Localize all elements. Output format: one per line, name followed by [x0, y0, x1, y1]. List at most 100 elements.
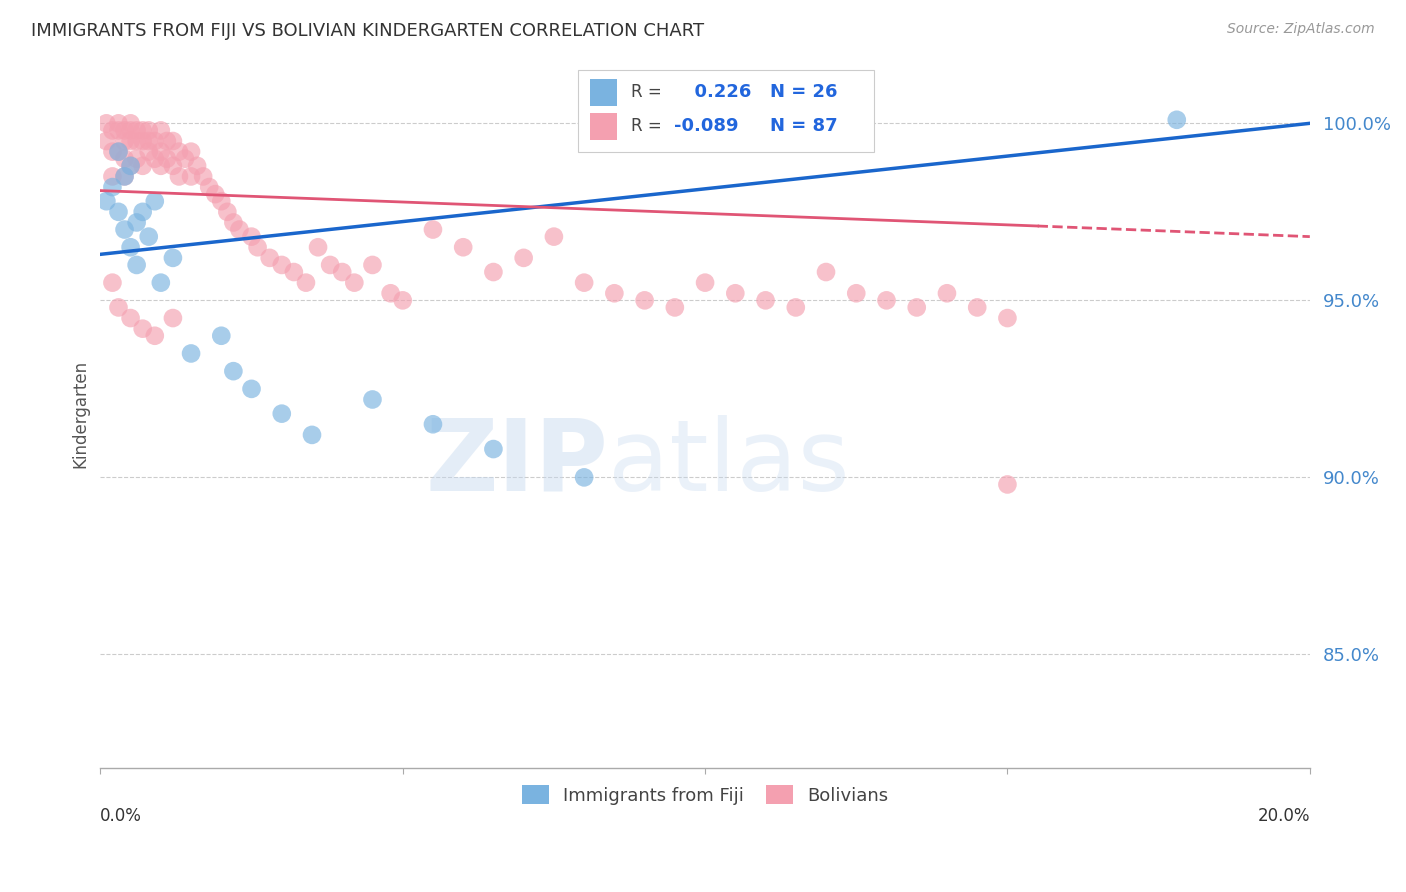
Text: 0.226: 0.226	[682, 83, 751, 101]
Point	[330, 265, 353, 279]
Point	[156, 134, 179, 148]
Point	[180, 169, 202, 184]
Point	[997, 477, 1019, 491]
Point	[131, 134, 153, 148]
Point	[107, 145, 129, 159]
Text: N = 87: N = 87	[770, 117, 838, 136]
Point	[120, 159, 142, 173]
Point	[295, 276, 318, 290]
Text: -0.089: -0.089	[673, 117, 738, 136]
Point	[125, 134, 148, 148]
Point	[198, 180, 221, 194]
FancyBboxPatch shape	[578, 70, 875, 152]
Text: R =: R =	[631, 83, 662, 101]
Point	[138, 123, 160, 137]
Point	[162, 311, 184, 326]
Point	[156, 152, 179, 166]
Point	[222, 364, 245, 378]
Text: 20.0%: 20.0%	[1257, 806, 1310, 824]
Point	[120, 240, 142, 254]
Point	[101, 123, 124, 137]
Point	[422, 222, 444, 236]
Point	[512, 251, 534, 265]
Point	[143, 134, 166, 148]
Point	[482, 442, 505, 456]
Point	[307, 240, 329, 254]
Point	[125, 152, 148, 166]
Point	[125, 123, 148, 137]
Text: 0.0%: 0.0%	[100, 806, 142, 824]
Point	[114, 169, 136, 184]
Point	[240, 229, 263, 244]
Point	[162, 159, 184, 173]
Point	[209, 194, 232, 209]
Point	[380, 286, 402, 301]
Point	[167, 145, 190, 159]
Text: Source: ZipAtlas.com: Source: ZipAtlas.com	[1227, 22, 1375, 37]
Point	[180, 346, 202, 360]
Point	[204, 187, 226, 202]
Point	[240, 382, 263, 396]
Y-axis label: Kindergarten: Kindergarten	[72, 359, 89, 467]
Point	[107, 145, 129, 159]
Point	[96, 134, 118, 148]
Text: N = 26: N = 26	[770, 83, 838, 101]
Point	[120, 159, 142, 173]
Point	[138, 134, 160, 148]
Point	[217, 204, 239, 219]
Text: ZIP: ZIP	[426, 415, 609, 512]
Point	[1166, 112, 1188, 127]
FancyBboxPatch shape	[591, 112, 617, 140]
Point	[259, 251, 281, 265]
Point	[966, 301, 988, 315]
Point	[905, 301, 928, 315]
Point	[162, 134, 184, 148]
Point	[319, 258, 342, 272]
Point	[180, 145, 202, 159]
Point	[724, 286, 747, 301]
Text: atlas: atlas	[609, 415, 851, 512]
Point	[149, 159, 172, 173]
Point	[633, 293, 655, 308]
Point	[101, 145, 124, 159]
Point	[664, 301, 686, 315]
Point	[301, 428, 323, 442]
Point	[936, 286, 959, 301]
Point	[107, 123, 129, 137]
Point	[107, 204, 129, 219]
Point	[451, 240, 474, 254]
Point	[101, 276, 124, 290]
Point	[120, 134, 142, 148]
Point	[283, 265, 305, 279]
Point	[162, 251, 184, 265]
Point	[343, 276, 366, 290]
Point	[482, 265, 505, 279]
Point	[120, 311, 142, 326]
Point	[814, 265, 837, 279]
Point	[114, 169, 136, 184]
Point	[114, 123, 136, 137]
Point	[391, 293, 413, 308]
Point	[191, 169, 214, 184]
Point	[603, 286, 626, 301]
Point	[149, 145, 172, 159]
Point	[114, 152, 136, 166]
Point	[131, 159, 153, 173]
Point	[101, 180, 124, 194]
Point	[125, 215, 148, 229]
Point	[131, 123, 153, 137]
Point	[246, 240, 269, 254]
Point	[120, 116, 142, 130]
Point	[114, 134, 136, 148]
Point	[101, 169, 124, 184]
Point	[209, 328, 232, 343]
Point	[876, 293, 898, 308]
Point	[693, 276, 716, 290]
Point	[143, 194, 166, 209]
Point	[361, 258, 384, 272]
Point	[572, 470, 595, 484]
Point	[543, 229, 565, 244]
Text: R =: R =	[631, 117, 662, 136]
Point	[131, 321, 153, 335]
Point	[270, 407, 292, 421]
